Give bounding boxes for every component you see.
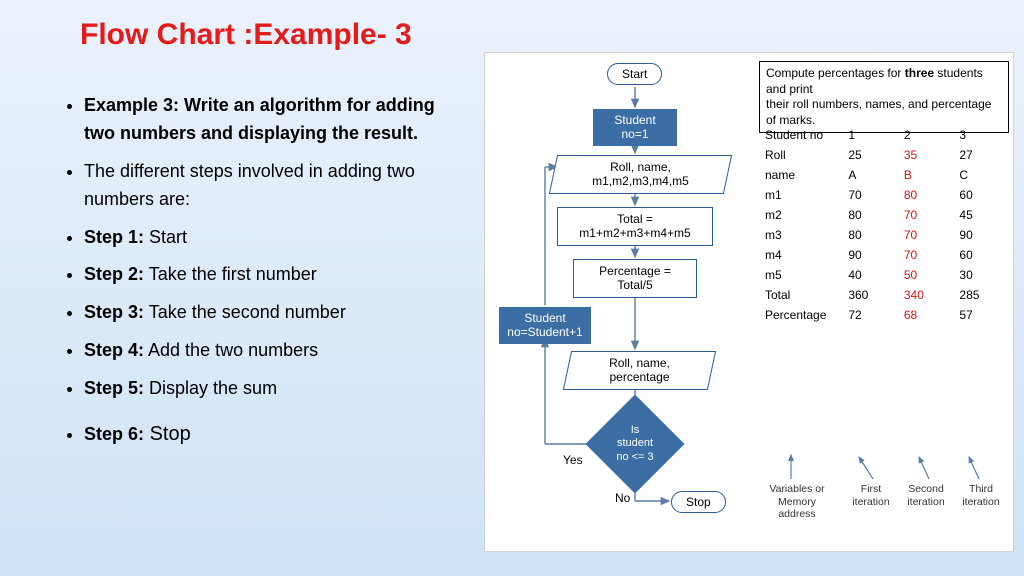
table-header-row: Student no 1 2 3 xyxy=(761,125,1011,145)
table-row: m1708060 xyxy=(761,185,1011,205)
flowchart-panel: Start Student no=1 Roll, name, m1,m2,m3,… xyxy=(484,52,1014,552)
step-1-text: Start xyxy=(144,227,187,247)
table-row: m5405030 xyxy=(761,265,1011,285)
iteration-table: Student no 1 2 3 Roll253527nameABCm17080… xyxy=(761,125,1011,325)
table-row: m3807090 xyxy=(761,225,1011,245)
step-1-label: Step 1: xyxy=(84,227,144,247)
table-row: nameABC xyxy=(761,165,1011,185)
label-yes: Yes xyxy=(563,453,583,467)
step-4-label: Step 4: xyxy=(84,340,144,360)
node-start: Start xyxy=(607,63,662,85)
node-read: Roll, name, m1,m2,m3,m4,m5 xyxy=(549,155,732,194)
table-row: Roll253527 xyxy=(761,145,1011,165)
iteration-arrows xyxy=(761,449,1011,485)
example-intro: Example 3: Write an algorithm for adding… xyxy=(84,95,435,143)
description-box: Compute percentages for three students a… xyxy=(759,61,1009,133)
label-no: No xyxy=(615,491,630,505)
step-3-text: Take the second number xyxy=(144,302,346,322)
node-pct: Percentage = Total/5 xyxy=(573,259,697,298)
step-6-label: Step 6: xyxy=(84,424,144,444)
flowchart-column: Start Student no=1 Roll, name, m1,m2,m3,… xyxy=(485,53,755,551)
step-6-text: Stop xyxy=(144,423,191,445)
node-incr: Student no=Student+1 xyxy=(499,307,591,344)
step-3-label: Step 3: xyxy=(84,302,144,322)
node-init: Student no=1 xyxy=(593,109,677,146)
steps-intro: The different steps involved in adding t… xyxy=(84,158,470,214)
step-2-label: Step 2: xyxy=(84,264,144,284)
step-2-text: Take the first number xyxy=(144,264,317,284)
left-text-column: Example 3: Write an algorithm for adding… xyxy=(0,52,480,460)
step-4-text: Add the two numbers xyxy=(144,340,318,360)
page-title: Flow Chart :Example- 3 xyxy=(0,0,1024,52)
table-row: Percentage726857 xyxy=(761,305,1011,325)
node-out: Roll, name, percentage xyxy=(563,351,716,390)
step-5-label: Step 5: xyxy=(84,378,144,398)
table-row: m4907060 xyxy=(761,245,1011,265)
table-row: m2807045 xyxy=(761,205,1011,225)
node-stop: Stop xyxy=(671,491,726,513)
node-total: Total = m1+m2+m3+m4+m5 xyxy=(557,207,713,246)
node-decision: Isstudentno <= 3 xyxy=(600,409,670,479)
step-5-text: Display the sum xyxy=(144,378,277,398)
table-row: Total360340285 xyxy=(761,285,1011,305)
